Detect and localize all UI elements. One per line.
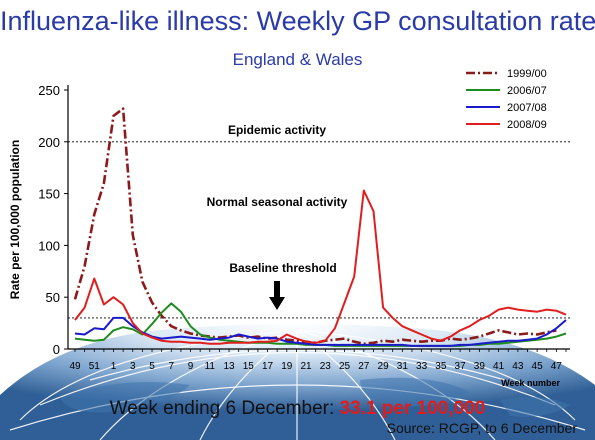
x-tick-label: 17 xyxy=(262,361,274,372)
x-tick-label: 11 xyxy=(205,361,216,372)
page-subtitle: England & Wales xyxy=(232,50,363,69)
x-tick-label: 49 xyxy=(69,361,81,372)
arrow-shaft xyxy=(274,281,280,298)
x-tick-label: 33 xyxy=(416,361,428,372)
x-tick-label: 15 xyxy=(243,361,255,372)
series-line-2008-09 xyxy=(74,189,567,345)
x-tick-label: 45 xyxy=(532,361,544,372)
x-tick-label: 39 xyxy=(474,361,486,372)
series-lines xyxy=(73,107,567,347)
y-tick-label: 250 xyxy=(38,83,60,98)
latest-rate-summary: Week ending 6 December: 33.1 per 100,000 xyxy=(0,398,595,420)
y-tick-label: 200 xyxy=(38,135,60,150)
source-note: Source: RCGP, to 6 December xyxy=(386,420,577,436)
legend-label: 1999/00 xyxy=(507,68,547,80)
x-tick-label: 21 xyxy=(300,361,312,372)
series-line-2007-08 xyxy=(74,316,567,347)
series-line-1999-00 xyxy=(73,107,557,346)
legend-label: 2008/09 xyxy=(507,119,547,131)
x-tick-label: 51 xyxy=(89,361,101,372)
x-tick-label: 31 xyxy=(397,361,409,372)
normal-seasonal-activity-label: Normal seasonal activity xyxy=(207,195,348,209)
y-tick-label: 100 xyxy=(38,238,60,253)
y-tick-label: 0 xyxy=(53,342,60,357)
x-tick-label: 27 xyxy=(358,361,370,372)
x-tick-label: 13 xyxy=(223,361,235,372)
x-tick-label: 25 xyxy=(339,361,351,372)
x-tick-label: 3 xyxy=(130,361,136,372)
page-title: Influenza-like illness: Weekly GP consul… xyxy=(0,6,595,36)
y-axis-label: Rate per 100,000 population xyxy=(8,140,22,299)
arrow-head xyxy=(269,297,285,310)
x-axis-label: Week number xyxy=(501,378,560,388)
x-tick-label: 7 xyxy=(168,361,174,372)
x-tick-label: 1 xyxy=(111,361,117,372)
x-tick-label: 29 xyxy=(378,361,390,372)
reference-lines: Epidemic activity Baseline threshold xyxy=(68,123,570,319)
y-tick-label: 50 xyxy=(46,290,60,305)
series-line-2006-07 xyxy=(74,302,567,347)
x-tick-label: 37 xyxy=(455,361,467,372)
x-tick-label: 35 xyxy=(435,361,447,372)
latest-rate-label: Week ending 6 December: xyxy=(109,398,340,419)
x-tick-label: 5 xyxy=(149,361,155,372)
legend-label: 2007/08 xyxy=(507,102,547,114)
chart-annotations: Normal seasonal activity xyxy=(207,195,348,310)
x-tick-label: 43 xyxy=(512,361,524,372)
x-tick-label: 9 xyxy=(188,361,194,372)
x-tick-label: 41 xyxy=(493,361,505,372)
y-tick-label: 150 xyxy=(38,187,60,202)
baseline-threshold-label: Baseline threshold xyxy=(229,261,336,275)
legend-label: 2006/07 xyxy=(507,85,547,97)
latest-rate-value: 33.1 per 100,000 xyxy=(339,398,486,419)
x-tick-label: 23 xyxy=(320,361,332,372)
epidemic-activity-label: Epidemic activity xyxy=(228,123,326,137)
chart-legend: 1999/00 2006/07 2007/08 2008/09 xyxy=(466,68,547,131)
x-tick-label: 47 xyxy=(551,361,563,372)
x-tick-label: 19 xyxy=(281,361,293,372)
